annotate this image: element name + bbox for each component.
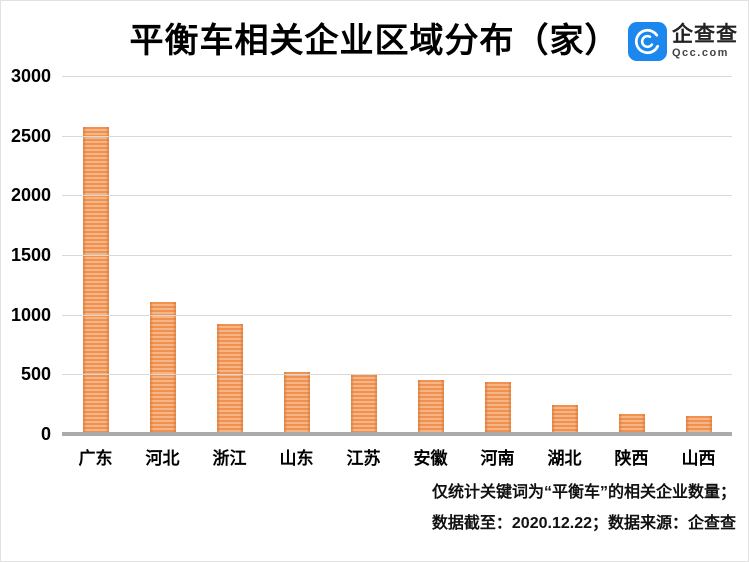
bar-陕西: [618, 413, 645, 434]
y-axis: 0 500 1000 1500 2000 2500 3000: [1, 1, 51, 561]
bar-slot: [598, 76, 665, 434]
bar-slot: [397, 76, 464, 434]
x-axis-label: 安徽: [413, 449, 448, 468]
qcc-logo-icon: [628, 22, 667, 61]
qcc-logo: 企查查 Qcc.com: [628, 22, 738, 61]
x-axis-label: 河南: [480, 449, 515, 468]
qcc-logo-text: 企查查 Qcc.com: [672, 24, 738, 59]
bar-slot: [129, 76, 196, 434]
gridline: [62, 135, 732, 137]
bar-slot: [665, 76, 732, 434]
footer-note: 仅统计关键词为“平衡车”的相关企业数量； 数据截至：2020.12.22；数据来…: [432, 477, 736, 539]
x-axis-label: 浙江: [212, 449, 247, 468]
footer-line-2: 数据截至：2020.12.22；数据来源：企查查: [431, 515, 736, 532]
gridline: [62, 76, 732, 77]
qcc-logo-name: 企查查: [672, 23, 738, 46]
y-tick-label: 2000: [10, 185, 51, 206]
x-axis-line: [62, 432, 732, 436]
bars-row: [62, 76, 732, 434]
x-axis-label: 广东: [78, 449, 113, 468]
bar-河北: [149, 301, 176, 434]
bar-slot: [263, 76, 330, 434]
y-tick-label: 0: [40, 424, 51, 444]
bar-江苏: [350, 374, 377, 434]
plot-area: [62, 76, 732, 436]
bar-山东: [283, 371, 310, 434]
bar-slot: [196, 76, 263, 434]
bar-湖北: [551, 404, 578, 434]
y-tick-label: 2500: [10, 125, 51, 146]
y-tick-label: 500: [20, 364, 51, 385]
y-tick-label: 1500: [10, 245, 51, 265]
bar-slot: [62, 76, 129, 434]
bar-slot: [464, 76, 531, 434]
gridline: [62, 255, 732, 256]
bar-slot: [330, 76, 397, 434]
bar-广东: [82, 127, 109, 434]
bar-山西: [685, 415, 712, 434]
x-axis-label: 山东: [279, 449, 314, 468]
qcc-logo-domain: Qcc.com: [672, 47, 729, 59]
bar-slot: [531, 76, 598, 434]
gridline: [62, 195, 732, 197]
x-axis-label: 陕西: [614, 449, 649, 468]
footer-line-1: 仅统计关键词为“平衡车”的相关企业数量；: [431, 484, 736, 501]
chart-title: 平衡车相关企业区域分布（家）: [129, 22, 620, 60]
x-axis-label: 湖北: [547, 449, 582, 468]
x-axis-label: 山西: [681, 449, 716, 468]
x-axis-label: 江苏: [346, 449, 381, 468]
bar-河南: [484, 381, 511, 434]
y-tick-label: 3000: [10, 66, 51, 86]
x-axis-label: 河北: [145, 449, 180, 468]
bar-浙江: [216, 324, 243, 434]
bar-安徽: [417, 380, 444, 434]
x-axis: 广东 河北 浙江 山东 江苏 安徽 河南 湖北 陕西 山西: [62, 444, 732, 469]
gridline: [62, 374, 732, 376]
gridline: [62, 314, 732, 316]
y-tick-label: 1000: [10, 304, 51, 325]
